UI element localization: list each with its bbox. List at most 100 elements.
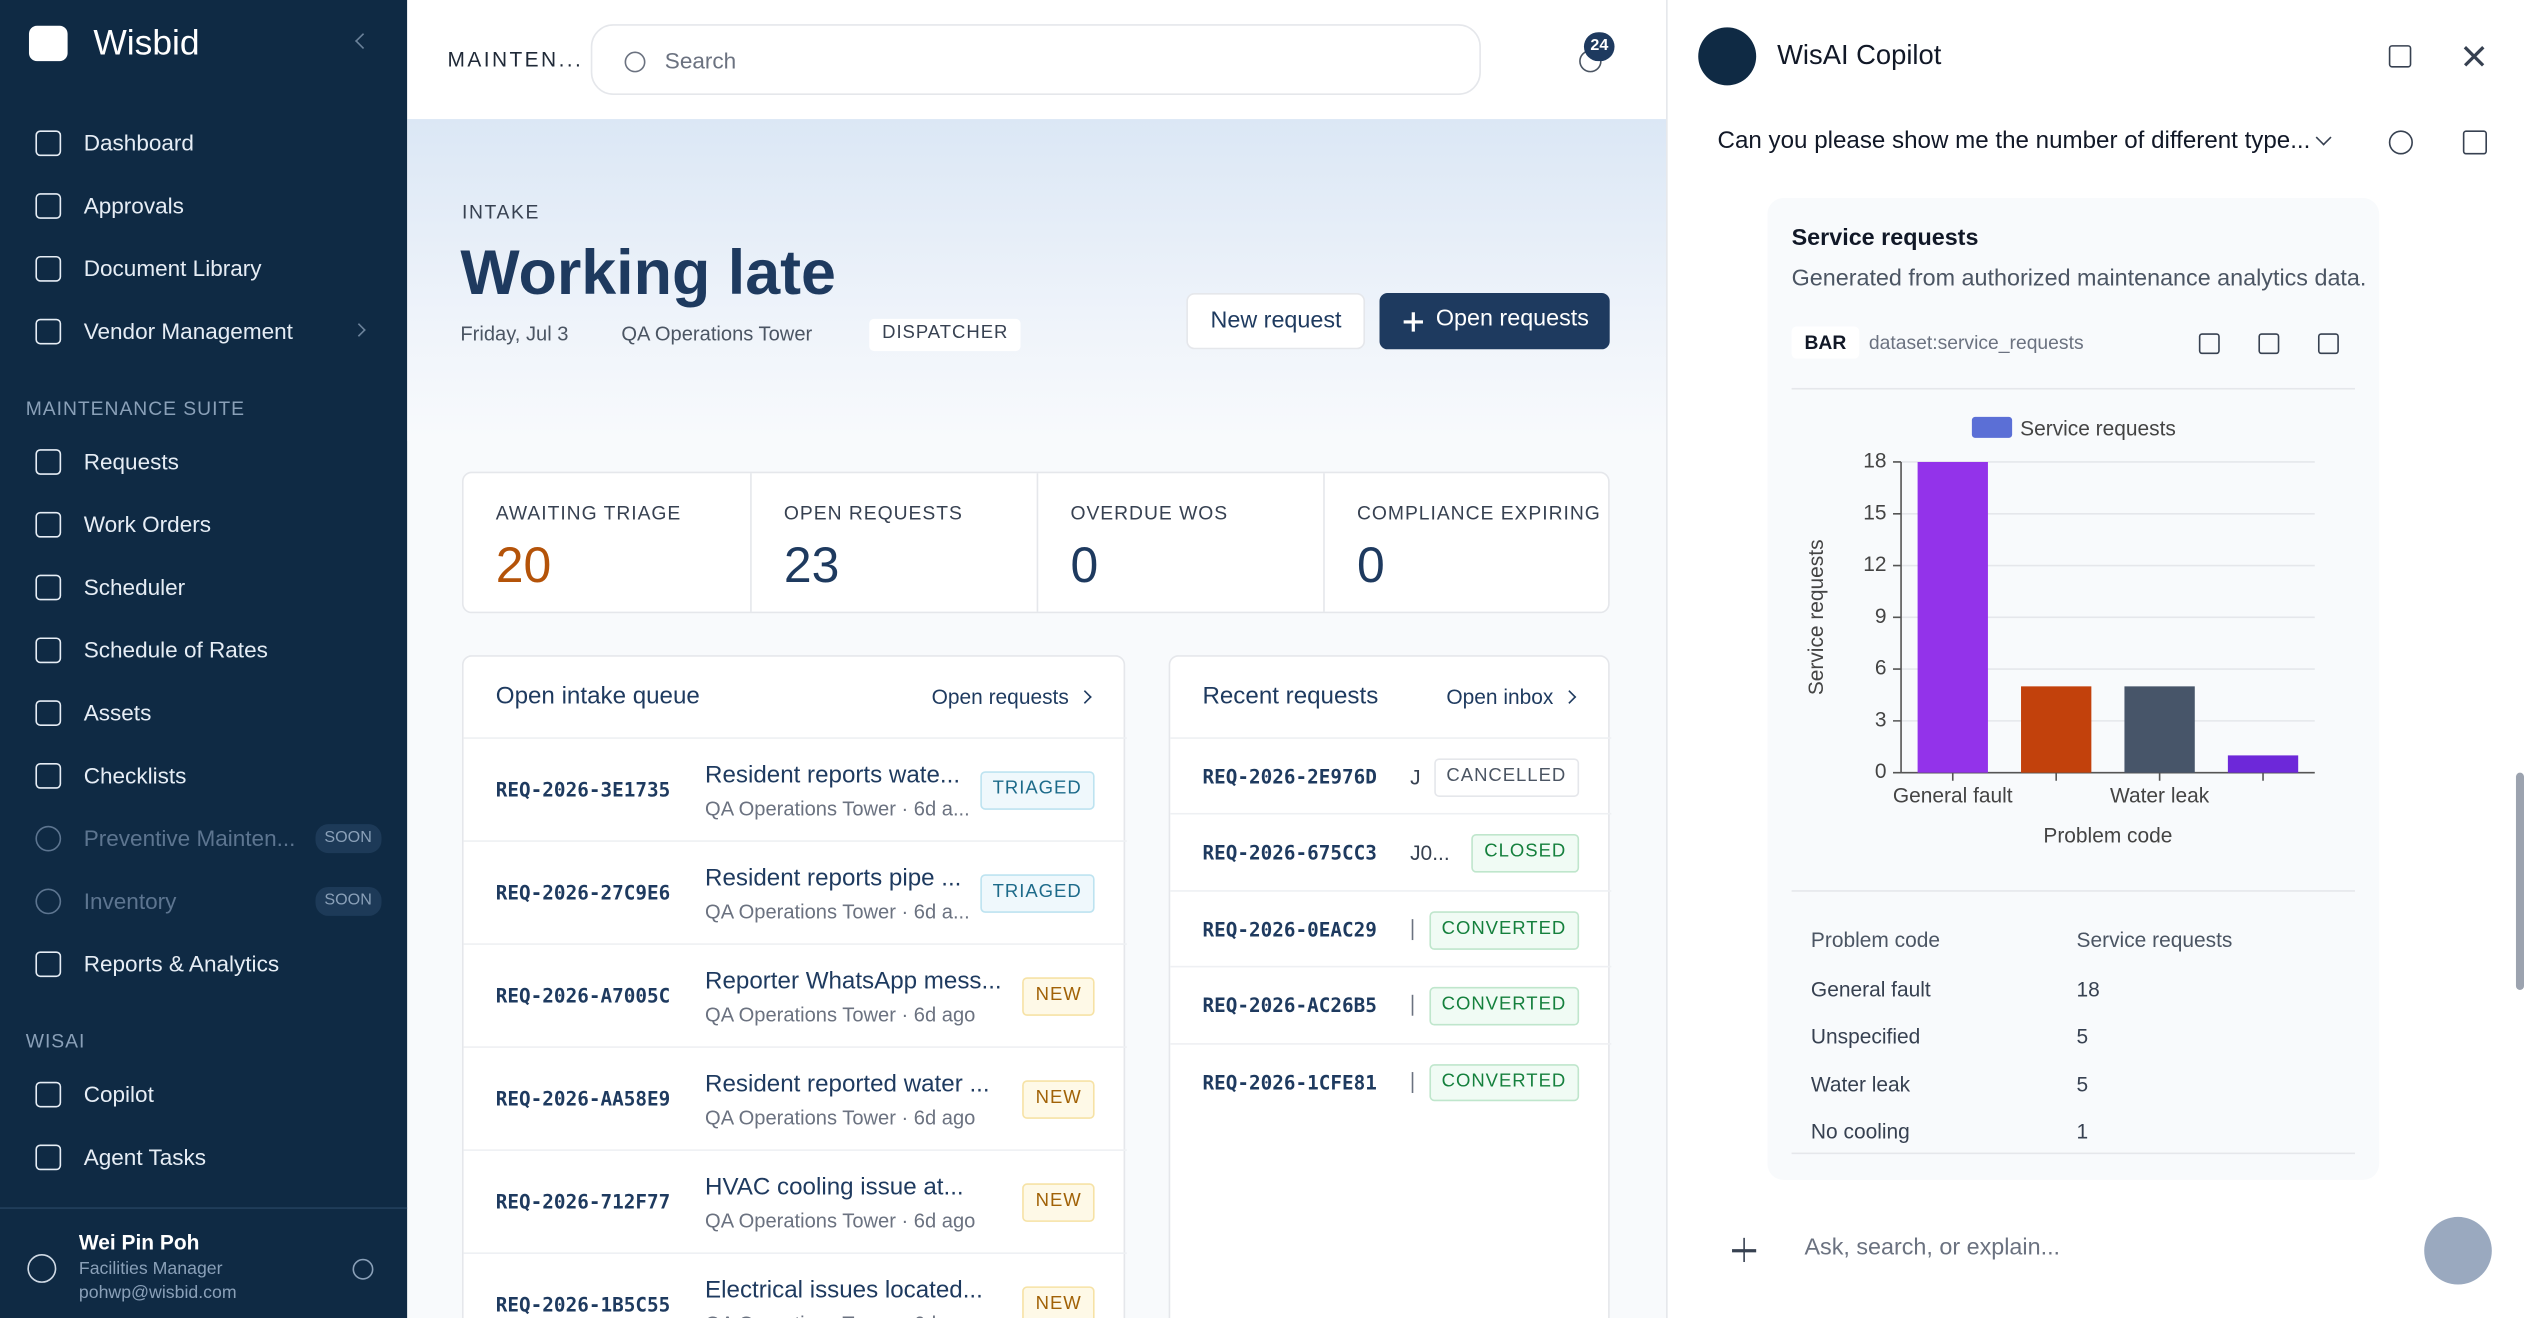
queue-row[interactable]: REQ-2026-712F77 HVAC cooling issue at... Q…	[463, 1149, 1127, 1252]
icon	[35, 511, 62, 538]
status-badge: TRIAGED	[979, 874, 1095, 913]
queue-row[interactable]: REQ-2026-3E1735 Resident reports wate... Q…	[463, 737, 1127, 840]
requester: J	[1410, 764, 1421, 790]
copilot-panel: WisAI Copilot Can you please show me the …	[1666, 0, 2524, 1318]
queue-panel: Open intake queue Open requests REQ-2026-3…	[461, 655, 1127, 1318]
stat-value: 0	[1356, 536, 1385, 594]
dataset: dataset:service_requests	[1868, 331, 2084, 354]
hero-date: Friday, Jul 3	[460, 322, 569, 346]
question[interactable]: Can you please show me the number of dif…	[1717, 127, 2311, 155]
nav-item[interactable]: Assets	[0, 684, 407, 742]
hero-bg	[407, 119, 1667, 442]
nav-item[interactable]: Scheduler	[0, 559, 407, 617]
button[interactable]: New request	[1186, 292, 1366, 350]
main: MAINTEN... Search 24 INTAKE Working late Frid…	[407, 0, 1667, 1318]
scrollbar	[2515, 772, 2524, 990]
request-title: HVAC cooling issue at...	[705, 1173, 964, 1201]
icon	[35, 318, 62, 345]
search-placeholder: Search	[664, 47, 737, 74]
stat-value: 23	[783, 536, 840, 594]
request-title: Reporter WhatsApp mess...	[705, 967, 1002, 995]
y-tick-label: 15	[1863, 501, 1886, 524]
recent-row[interactable]: REQ-2026-2E976D J CANCELLED	[1170, 737, 1612, 813]
status-badge: TRIAGED	[979, 771, 1095, 810]
status-badge: CONVERTED	[1428, 910, 1580, 950]
nav-item[interactable]: Work Orders	[0, 496, 407, 554]
table-cell: 5	[2076, 1024, 2089, 1049]
y-tick-label: 3	[1875, 708, 1887, 731]
nav-item[interactable]: Agent Tasks	[0, 1128, 407, 1186]
hero-title: Working late	[460, 239, 836, 309]
nav-item[interactable]: Dashboard	[0, 114, 407, 172]
recent-row[interactable]: REQ-2026-0EAC29 CONVERTED	[1170, 889, 1612, 966]
nav-item[interactable]: Requests	[0, 433, 407, 491]
recent-row[interactable]: REQ-2026-675CC3 J0... CLOSED	[1170, 813, 1612, 890]
status-badge: NEW	[1022, 1080, 1095, 1119]
search-box[interactable]: Search	[590, 24, 1481, 95]
status-badge: NEW	[1022, 1183, 1095, 1222]
request-id: REQ-2026-A7005C	[495, 984, 671, 1008]
queue-row[interactable]: REQ-2026-AA58E9 Resident reported water .…	[463, 1046, 1127, 1149]
input-placeholder[interactable]: Ask, search, or explain...	[1804, 1235, 2061, 1261]
bar	[2021, 686, 2092, 773]
request-id: REQ-2026-3E1735	[495, 778, 671, 802]
status-badge: CANCELLED	[1433, 758, 1580, 797]
request-title: Resident reports wate...	[705, 761, 961, 789]
queue-row[interactable]: REQ-2026-27C9E6 Resident reports pipe ...…	[463, 840, 1127, 943]
panel-link[interactable]: Open inbox	[1446, 684, 1554, 709]
send-button[interactable]	[2424, 1216, 2492, 1285]
panel-title: Recent requests	[1202, 682, 1379, 710]
section-heading: MAINTENANCE SUITE	[25, 397, 246, 420]
user-name: Wei Pin Poh	[78, 1230, 200, 1255]
nav-label: Vendor Management	[83, 318, 293, 344]
queue-row[interactable]: REQ-2026-A7005C Reporter WhatsApp mess...…	[463, 943, 1127, 1046]
stat-label: AWAITING TRIAGE	[495, 501, 682, 525]
button[interactable]: Open requests	[1379, 292, 1610, 350]
nav-item[interactable]: Document Library	[0, 240, 407, 298]
recent-row[interactable]: REQ-2026-1CFE81 CONVERTED	[1170, 1042, 1612, 1118]
requester: J0...	[1410, 841, 1450, 866]
table-header: Problem code	[1810, 927, 1941, 952]
breadcrumb: MAINTEN...	[447, 47, 584, 72]
icon	[35, 1081, 62, 1108]
table-cell: No cooling	[1810, 1118, 1910, 1144]
queue-row[interactable]: REQ-2026-1B5C55 Electrical issues located…	[463, 1252, 1127, 1318]
nav-item: Preventive Mainten... SOON	[0, 810, 407, 868]
bar	[2124, 686, 2195, 773]
panel-link[interactable]: Open requests	[931, 684, 1069, 709]
y-tick-label: 9	[1875, 605, 1887, 628]
arrow	[1078, 690, 1092, 704]
panel-title: Open intake queue	[495, 682, 700, 710]
nav-item[interactable]: Copilot	[0, 1066, 407, 1124]
plus-icon[interactable]	[1742, 1237, 1746, 1263]
collapse[interactable]	[355, 33, 371, 50]
y-tick-label: 18	[1863, 450, 1886, 473]
recent-row[interactable]: REQ-2026-AC26B5 CONVERTED	[1170, 966, 1612, 1042]
sidebar: Wisbid Dashboard Approvals Document Library…	[0, 0, 408, 1318]
recent-panel: Recent requests Open inbox REQ-2026-2E976D…	[1168, 655, 1612, 1318]
nav-item[interactable]: Vendor Management	[0, 303, 407, 361]
nav-label: Checklists	[83, 762, 187, 789]
nav-item[interactable]: Schedule of Rates	[0, 621, 407, 679]
table-cell: 18	[2076, 977, 2100, 1002]
request-id: REQ-2026-675CC3	[1202, 842, 1377, 865]
logo	[28, 25, 68, 62]
chevron	[352, 323, 366, 337]
nav-item[interactable]: Checklists	[0, 747, 407, 805]
table-cell: 5	[2076, 1071, 2089, 1096]
request-id: REQ-2026-712F77	[495, 1190, 671, 1214]
nav-item[interactable]: Approvals	[0, 177, 407, 235]
request-meta: QA Operations Tower · 6d a...	[705, 900, 970, 924]
icon	[2257, 332, 2279, 354]
request-title: Resident reported water ...	[705, 1070, 990, 1098]
arrow	[1562, 690, 1577, 704]
divider	[1791, 890, 2355, 892]
divider	[1791, 1152, 2355, 1155]
bar-chart: Service requests 0 3 6 9 12 15 18 Service reques…	[1805, 416, 2315, 848]
table-cell: Unspecified	[1810, 1024, 1921, 1049]
card-title: Service requests	[1791, 225, 1979, 252]
nav-item[interactable]: Reports & Analytics	[0, 935, 407, 993]
plus-icon	[1412, 311, 1415, 332]
stat-label: OPEN REQUESTS	[783, 501, 963, 525]
nav-label: Approvals	[83, 192, 184, 219]
